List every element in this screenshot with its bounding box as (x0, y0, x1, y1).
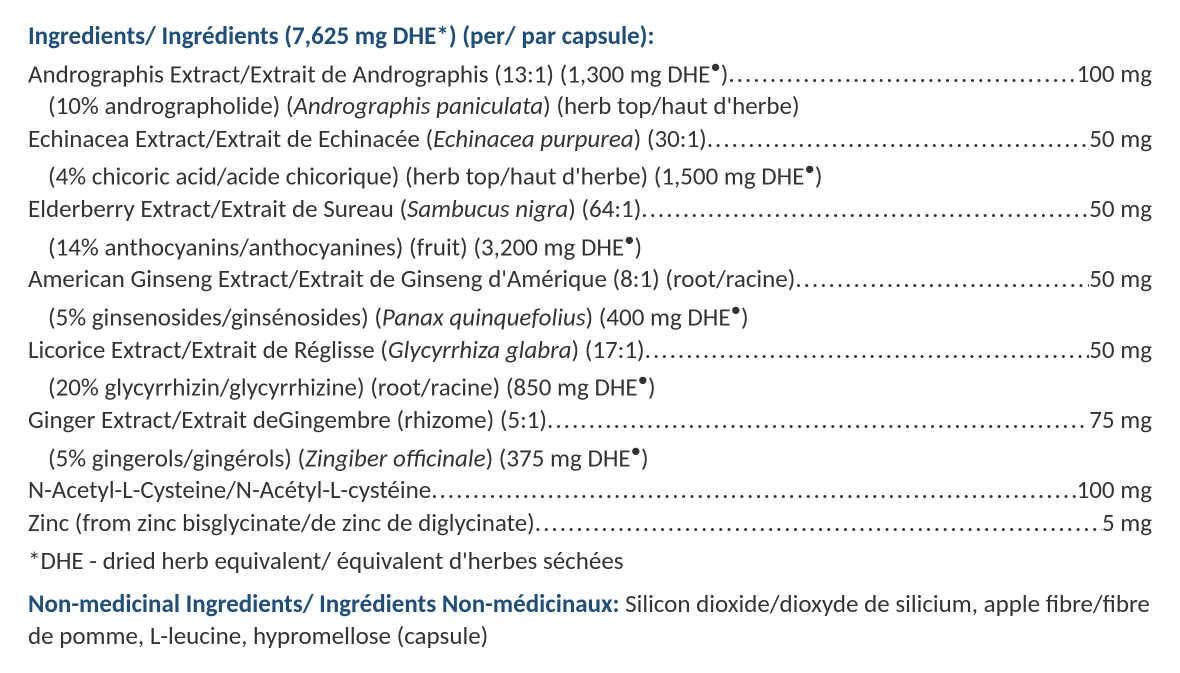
dot-leader (535, 507, 1102, 540)
ingredient-row: N-Acetyl-L-Cysteine/N-Acétyl-L-cystéine 1… (28, 474, 1152, 507)
ingredient-amount: 100 mg (1077, 474, 1152, 507)
dhe-footnote: *DHE - dried herb equivalent/ équivalent… (28, 545, 1152, 578)
ingredient-subline: (20% glycyrrhizin/glycyrrhizine) (root/r… (28, 366, 1152, 404)
ingredient-row: Andrographis Extract/Extrait de Androgra… (28, 53, 1152, 91)
ingredient-amount: 5 mg (1102, 507, 1152, 540)
non-medicinal-section: Non-medicinal Ingredients/ Ingrédients N… (28, 588, 1152, 653)
ingredient-name: American Ginseng Extract/Extrait de Gins… (28, 263, 795, 296)
ingredient-name: Echinacea Extract/Extrait de Echinacée (… (28, 123, 707, 156)
ingredient-row: Ginger Extract/Extrait deGingembre (rhiz… (28, 404, 1152, 437)
dot-leader (728, 58, 1076, 91)
dot-leader (431, 474, 1076, 507)
ingredient-subline: (5% ginsenosides/ginsénosides) (Panax qu… (28, 296, 1152, 334)
dot-leader (795, 263, 1089, 296)
ingredient-amount: 75 mg (1089, 404, 1152, 437)
ingredient-name: Elderberry Extract/Extrait de Sureau (Sa… (28, 193, 641, 226)
ingredient-amount: 50 mg (1089, 123, 1152, 156)
ingredients-header: Ingredients/ Ingrédients (7,625 mg DHE*)… (28, 20, 1152, 53)
ingredient-amount: 100 mg (1077, 58, 1152, 91)
ingredient-row: Elderberry Extract/Extrait de Sureau (Sa… (28, 193, 1152, 226)
dot-leader (547, 404, 1089, 437)
ingredient-name: Licorice Extract/Extrait de Réglisse (Gl… (28, 334, 645, 367)
ingredient-row: Echinacea Extract/Extrait de Echinacée (… (28, 123, 1152, 156)
ingredient-name: Ginger Extract/Extrait deGingembre (rhiz… (28, 404, 547, 437)
ingredient-subline: (5% gingerols/gingérols) (Zingiber offic… (28, 437, 1152, 475)
ingredient-row: American Ginseng Extract/Extrait de Gins… (28, 263, 1152, 296)
ingredient-amount: 50 mg (1089, 193, 1152, 226)
dot-leader (645, 334, 1090, 367)
ingredient-name: Zinc (from zinc bisglycinate/de zinc de … (28, 507, 535, 540)
dot-leader (707, 123, 1090, 156)
ingredient-row: Zinc (from zinc bisglycinate/de zinc de … (28, 507, 1152, 540)
ingredient-list: Andrographis Extract/Extrait de Androgra… (28, 53, 1152, 540)
ingredient-subline: (14% anthocyanins/anthocyanines) (fruit)… (28, 226, 1152, 264)
ingredient-subline: (4% chicoric acid/acide chicorique) (her… (28, 155, 1152, 193)
dot-leader (641, 193, 1089, 226)
ingredient-subline: (10% andrographolide) (Andrographis pani… (28, 90, 1152, 123)
ingredient-name: N-Acetyl-L-Cysteine/N-Acétyl-L-cystéine (28, 474, 431, 507)
ingredient-amount: 50 mg (1089, 263, 1152, 296)
ingredient-name: Andrographis Extract/Extrait de Androgra… (28, 53, 728, 91)
ingredient-amount: 50 mg (1089, 334, 1152, 367)
non-medicinal-header: Non-medicinal Ingredients/ Ingrédients N… (28, 588, 625, 619)
ingredient-row: Licorice Extract/Extrait de Réglisse (Gl… (28, 334, 1152, 367)
